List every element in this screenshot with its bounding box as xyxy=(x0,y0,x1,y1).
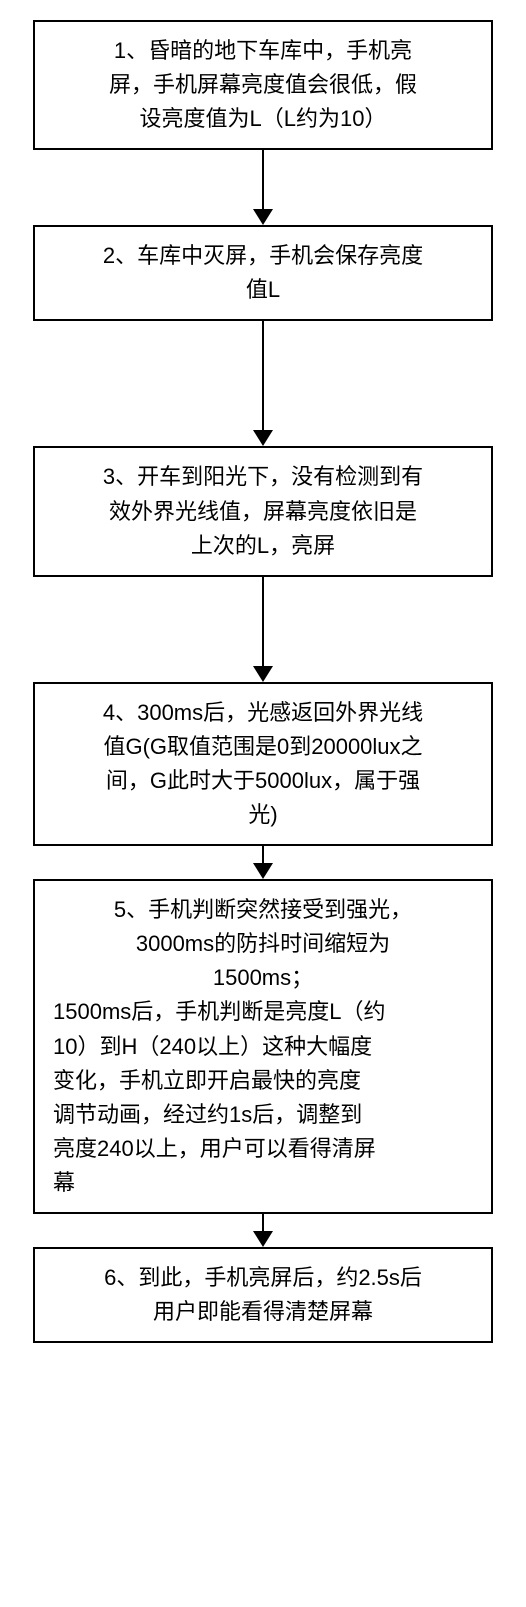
flowchart-step-1: 1、昏暗的地下车库中，手机亮 屏，手机屏幕亮度值会很低，假 设亮度值为L（L约为… xyxy=(33,20,493,150)
step-text: 值G(G取值范围是0到20000lux之 xyxy=(53,730,473,764)
flowchart-container: 1、昏暗的地下车库中，手机亮 屏，手机屏幕亮度值会很低，假 设亮度值为L（L约为… xyxy=(30,20,496,1343)
flowchart-step-2: 2、车库中灭屏，手机会保存亮度 值L xyxy=(33,225,493,321)
step-text: 用户即能看得清楚屏幕 xyxy=(53,1295,473,1329)
arrow-shaft xyxy=(262,577,264,667)
arrow-head-icon xyxy=(253,209,273,225)
arrow-shaft xyxy=(262,150,264,210)
step-text: 1500ms后，手机判断是亮度L（约 xyxy=(53,995,473,1029)
step-text: 10）到H（240以上）这种大幅度 xyxy=(53,1030,473,1064)
flow-arrow xyxy=(253,150,273,225)
step-text: 4、300ms后，光感返回外界光线 xyxy=(53,696,473,730)
step-text: 3000ms的防抖时间缩短为 xyxy=(53,927,473,961)
step-text: 6、到此，手机亮屏后，约2.5s后 xyxy=(53,1261,473,1295)
step-text: 1、昏暗的地下车库中，手机亮 xyxy=(53,34,473,68)
step-text: 效外界光线值，屏幕亮度依旧是 xyxy=(53,495,473,529)
arrow-head-icon xyxy=(253,863,273,879)
arrow-shaft xyxy=(262,846,264,864)
arrow-head-icon xyxy=(253,430,273,446)
step-text: 光) xyxy=(53,798,473,832)
flowchart-step-4: 4、300ms后，光感返回外界光线 值G(G取值范围是0到20000lux之 间… xyxy=(33,682,493,846)
step-text: 间，G此时大于5000lux，属于强 xyxy=(53,764,473,798)
flowchart-step-3: 3、开车到阳光下，没有检测到有 效外界光线值，屏幕亮度依旧是 上次的L，亮屏 xyxy=(33,446,493,576)
step-text: 值L xyxy=(53,273,473,307)
arrow-shaft xyxy=(262,321,264,431)
step-text: 上次的L，亮屏 xyxy=(53,529,473,563)
step-text: 变化，手机立即开启最快的亮度 xyxy=(53,1064,473,1098)
flow-arrow xyxy=(253,846,273,879)
flow-arrow xyxy=(253,577,273,682)
step-text: 2、车库中灭屏，手机会保存亮度 xyxy=(53,239,473,273)
flowchart-step-5: 5、手机判断突然接受到强光， 3000ms的防抖时间缩短为 1500ms； 15… xyxy=(33,879,493,1214)
step-text: 幕 xyxy=(53,1166,473,1200)
step-text: 设亮度值为L（L约为10） xyxy=(53,102,473,136)
flowchart-step-6: 6、到此，手机亮屏后，约2.5s后 用户即能看得清楚屏幕 xyxy=(33,1247,493,1343)
flow-arrow xyxy=(253,1214,273,1247)
step-text: 屏，手机屏幕亮度值会很低，假 xyxy=(53,68,473,102)
flow-arrow xyxy=(253,321,273,446)
step-text: 1500ms； xyxy=(53,961,473,995)
step-text: 亮度240以上，用户可以看得清屏 xyxy=(53,1132,473,1166)
step-text: 调节动画，经过约1s后，调整到 xyxy=(53,1098,473,1132)
arrow-shaft xyxy=(262,1214,264,1232)
arrow-head-icon xyxy=(253,666,273,682)
step-text: 3、开车到阳光下，没有检测到有 xyxy=(53,460,473,494)
step-text: 5、手机判断突然接受到强光， xyxy=(53,893,473,927)
arrow-head-icon xyxy=(253,1231,273,1247)
